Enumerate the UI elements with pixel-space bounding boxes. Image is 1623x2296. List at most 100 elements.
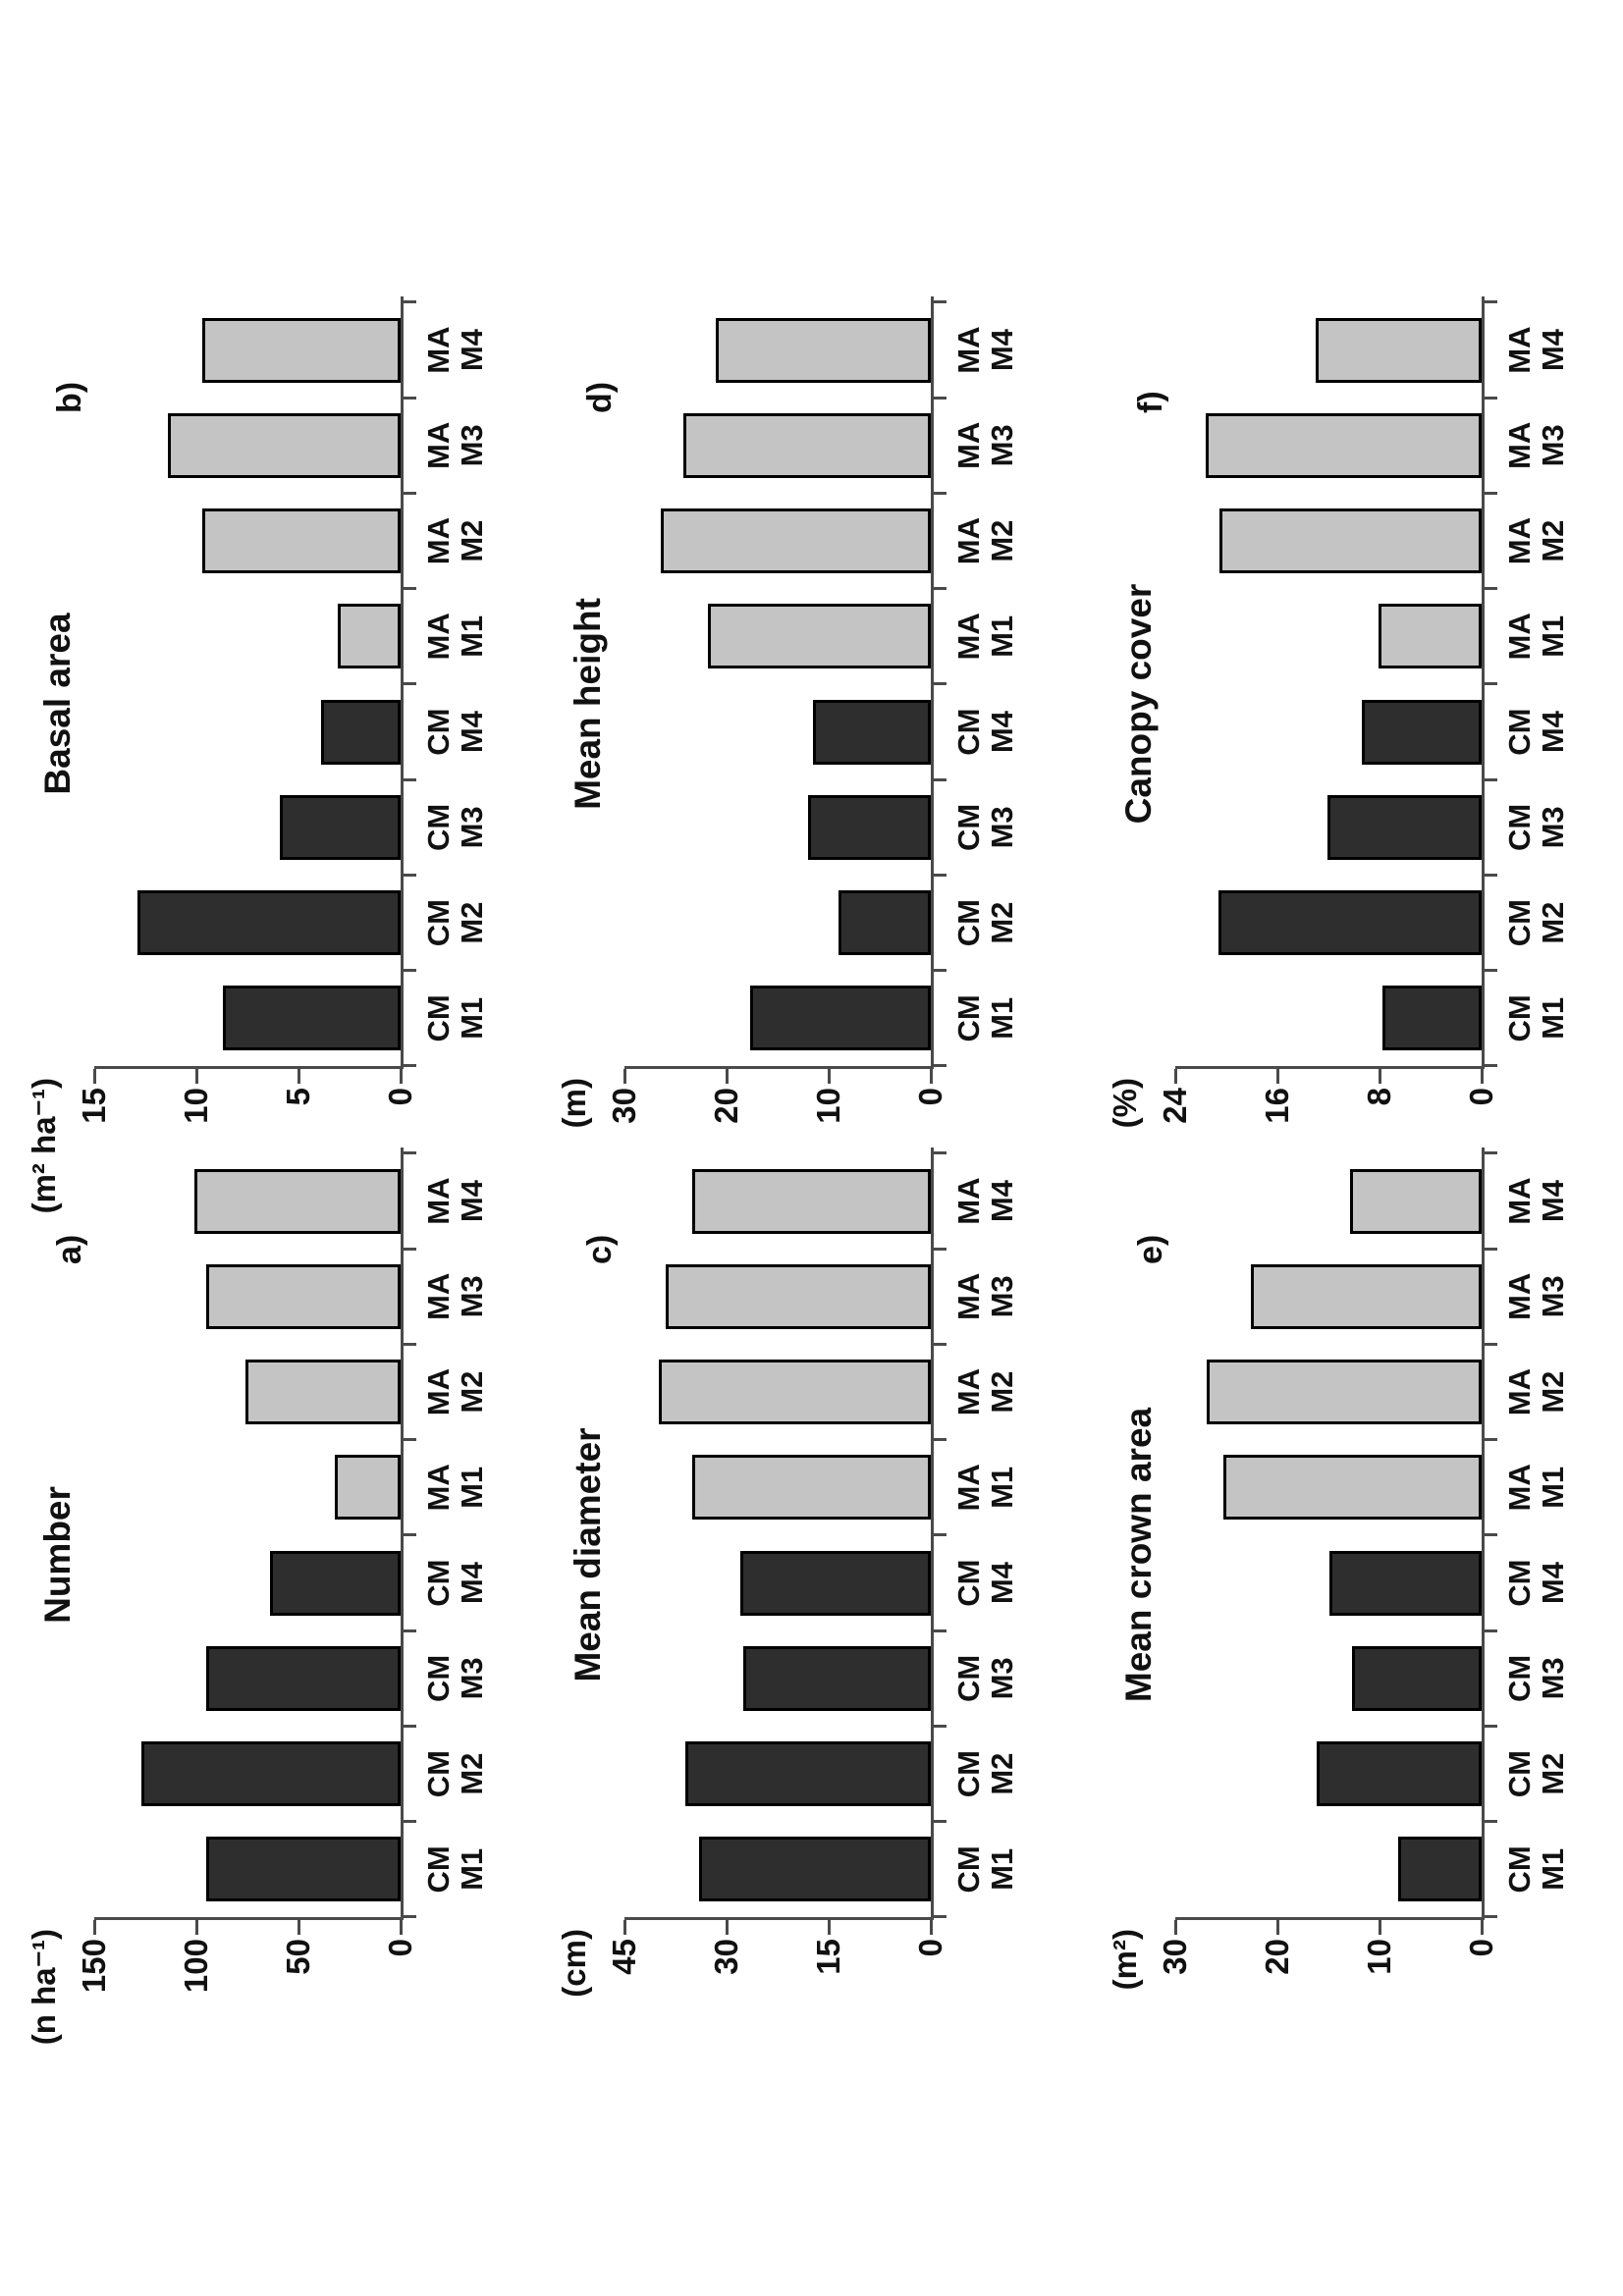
category-label-line2: M2 — [985, 519, 1019, 562]
panel-a-bar-cm-m4 — [270, 1550, 401, 1616]
panel-f-bar-ma-m2 — [1219, 508, 1482, 574]
category-tick — [1485, 1820, 1497, 1824]
panel-f-bar-ma-m1 — [1379, 604, 1482, 669]
panel-f-bar-cm-m4 — [1362, 699, 1482, 765]
category-tick — [1485, 969, 1497, 973]
value-tick-label: 10 — [178, 1088, 214, 1124]
panel-b-letter: b) — [51, 381, 88, 413]
value-tick-label: 0 — [382, 1088, 418, 1106]
category-label-line1: CM — [1502, 994, 1537, 1042]
category-label: MA M4 — [951, 302, 1019, 398]
category-label-line1: CM — [1502, 1845, 1537, 1894]
value-axis-line — [94, 1917, 404, 1920]
value-tick — [726, 1069, 729, 1084]
value-axis-line — [624, 1066, 934, 1069]
panel-b-title: Basal area — [37, 613, 78, 795]
category-label-line2: M4 — [985, 1562, 1019, 1605]
category-tick — [404, 1533, 416, 1537]
category-label-line1: MA — [951, 517, 986, 565]
value-tick-label: 16 — [1259, 1088, 1295, 1124]
panel-e-bar-cm-m4 — [1329, 1550, 1482, 1616]
category-label-line2: M3 — [985, 806, 1019, 849]
value-tick — [93, 1069, 96, 1084]
category-label: MA M2 — [421, 494, 489, 589]
category-label-line1: MA — [951, 1368, 986, 1416]
category-label-line2: M3 — [1536, 1657, 1570, 1700]
panel-e-bar-ma-m1 — [1223, 1455, 1482, 1521]
category-label-line1: CM — [951, 1654, 986, 1702]
category-label-line1: MA — [951, 326, 986, 374]
value-tick — [726, 1920, 729, 1935]
value-tick-label: 5 — [280, 1088, 316, 1106]
value-tick-label: 20 — [708, 1088, 744, 1124]
category-label-line1: MA — [951, 1177, 986, 1225]
category-label: CM M2 — [951, 876, 1019, 971]
category-label: CM M2 — [1502, 876, 1570, 971]
category-label-line1: CM — [951, 1845, 986, 1894]
value-tick-label: 30 — [606, 1088, 642, 1124]
category-label-line1: MA — [1502, 1177, 1537, 1225]
category-tick — [934, 874, 947, 877]
category-label-line1: MA — [1502, 517, 1537, 565]
category-label: CM M3 — [1502, 1630, 1570, 1726]
category-label-line2: M1 — [455, 1466, 489, 1509]
category-label-line1: MA — [1502, 421, 1537, 469]
category-tick — [404, 300, 416, 304]
category-label-line2: M4 — [985, 711, 1019, 754]
category-tick — [1485, 777, 1497, 781]
value-tick-label: 0 — [382, 1939, 418, 1957]
panel-d-bar-ma-m2 — [661, 508, 931, 574]
category-label-line2: M3 — [455, 806, 489, 849]
category-label-line2: M2 — [455, 519, 489, 562]
category-tick — [934, 1064, 947, 1068]
category-tick — [934, 1915, 947, 1919]
category-label-line2: M2 — [985, 901, 1019, 944]
category-label-line2: M3 — [985, 1275, 1019, 1318]
value-tick-label: 30 — [1157, 1939, 1193, 1975]
category-label-line2: M2 — [455, 1370, 489, 1414]
category-label-line1: MA — [1502, 326, 1537, 374]
category-label: MA M4 — [421, 302, 489, 398]
category-label-line1: CM — [1502, 1559, 1537, 1607]
category-label-line1: MA — [1502, 1272, 1537, 1320]
panel-c-bar-ma-m1 — [692, 1455, 931, 1521]
panel-c-bar-cm-m2 — [685, 1741, 931, 1807]
category-label: MA M1 — [1502, 1440, 1570, 1535]
panel-b-bar-ma-m1 — [338, 604, 401, 669]
category-label-line2: M2 — [455, 1752, 489, 1795]
category-tick — [1485, 492, 1497, 495]
category-label: CM M1 — [421, 1822, 489, 1917]
value-axis-line — [624, 1917, 934, 1920]
panel-f-letter: f) — [1132, 391, 1169, 413]
panel-d-bar-cm-m3 — [808, 794, 931, 860]
category-tick — [1485, 1725, 1497, 1728]
category-label: MA M4 — [951, 1153, 1019, 1249]
category-tick — [404, 1438, 416, 1442]
category-label: CM M4 — [951, 1535, 1019, 1630]
value-tick-label: 45 — [606, 1939, 642, 1975]
category-label-line1: MA — [1502, 1368, 1537, 1416]
category-label: MA M3 — [1502, 398, 1570, 493]
category-tick — [1485, 1247, 1497, 1251]
panel-b-bar-ma-m3 — [168, 412, 401, 478]
panel-b-bar-cm-m1 — [223, 986, 401, 1051]
category-label-line2: M4 — [985, 1180, 1019, 1223]
category-label: CM M1 — [1502, 971, 1570, 1066]
panel-b-bar-ma-m2 — [202, 508, 401, 574]
category-label-line1: MA — [1502, 613, 1537, 661]
category-label-line1: CM — [421, 1654, 456, 1702]
category-tick — [934, 682, 947, 686]
panel-c-bar-cm-m4 — [740, 1550, 931, 1616]
panel-d-bar-cm-m2 — [839, 890, 931, 956]
category-label: MA M4 — [1502, 302, 1570, 398]
category-label: CM M2 — [1502, 1727, 1570, 1822]
panel-a-axis-unit: (n ha⁻¹) — [26, 1929, 62, 2046]
category-tick — [404, 1915, 416, 1919]
value-tick-label: 8 — [1361, 1088, 1397, 1106]
value-tick — [828, 1920, 831, 1935]
panel-a-bar-cm-m1 — [206, 1837, 401, 1902]
category-label: CM M4 — [1502, 1535, 1570, 1630]
panel-e-bar-cm-m3 — [1352, 1645, 1482, 1711]
panel-d-bar-ma-m3 — [683, 412, 931, 478]
